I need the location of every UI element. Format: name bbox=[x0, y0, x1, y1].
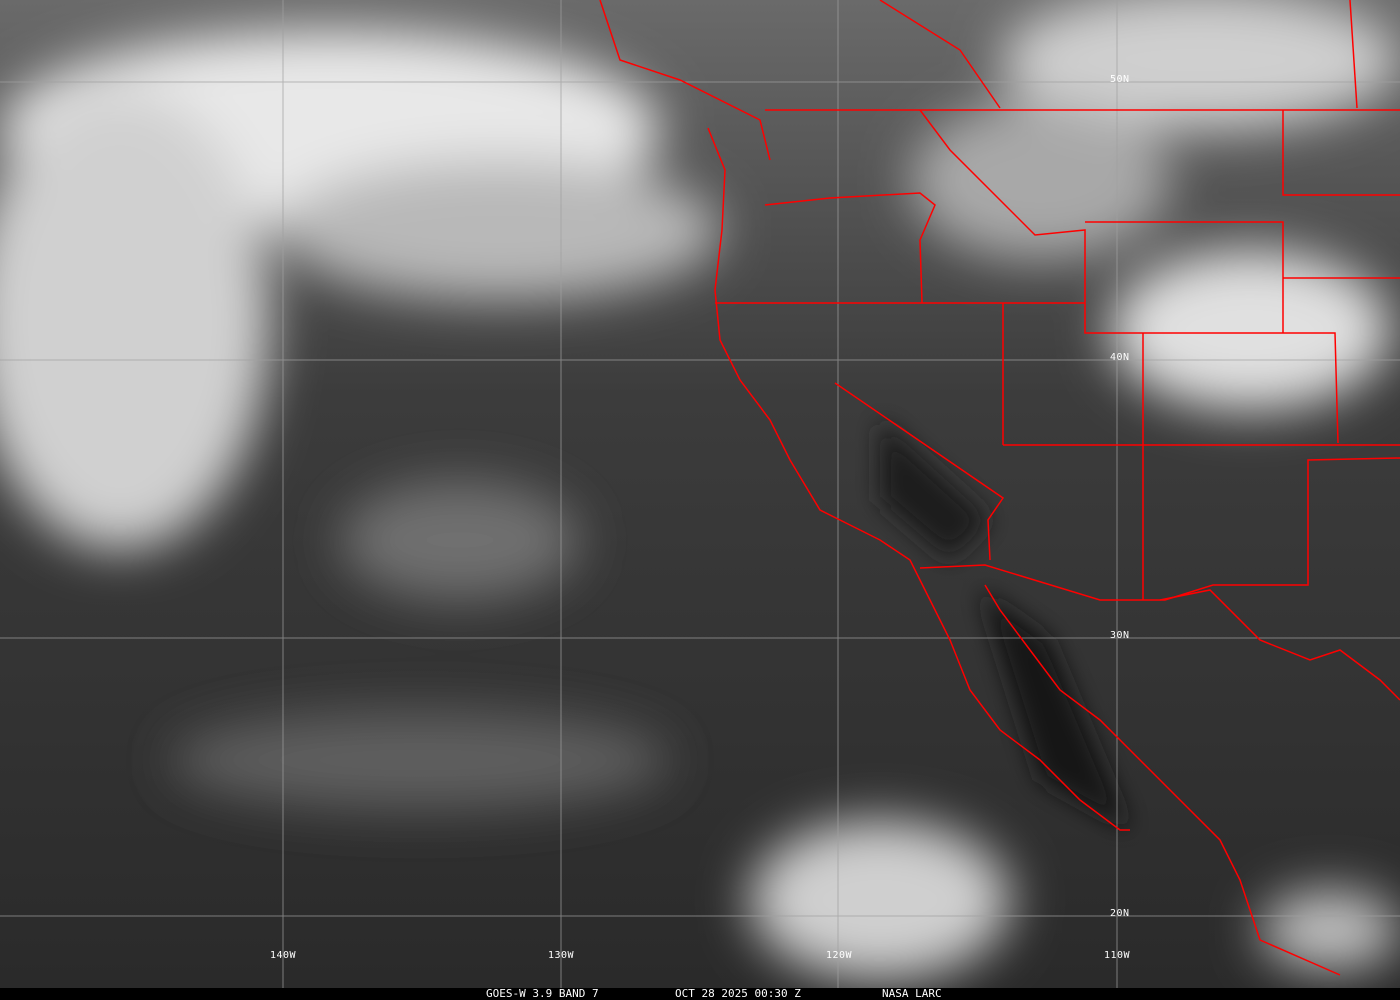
ca-nv-border bbox=[834, 382, 1005, 561]
mt-border bbox=[1282, 110, 1400, 196]
datetime-label: OCT 28 2025 00:30 Z bbox=[675, 987, 801, 1000]
canada-east bbox=[1349, 0, 1358, 109]
baja-east-coast bbox=[984, 584, 1341, 976]
mexico-coast bbox=[1159, 589, 1400, 701]
lon-label-120w: 120W bbox=[826, 950, 853, 961]
lon-label-110w: 110W bbox=[1104, 950, 1131, 961]
lat-label-20n: 20N bbox=[1110, 908, 1130, 919]
id-border bbox=[919, 109, 1339, 444]
satellite-band-label: GOES-W 3.9 BAND 7 bbox=[486, 987, 599, 1000]
source-label: NASA LARC bbox=[882, 987, 942, 1000]
dark-land bbox=[880, 420, 1130, 830]
ca-border-north bbox=[879, 0, 1001, 109]
lat-label-50n: 50N bbox=[1110, 74, 1130, 85]
lat-label-30n: 30N bbox=[1110, 630, 1130, 641]
us-mex-border bbox=[919, 457, 1400, 601]
lon-label-140w: 140W bbox=[270, 950, 297, 961]
west-coast-line bbox=[707, 127, 1130, 831]
lon-label-130w: 130W bbox=[548, 950, 575, 961]
political-borders bbox=[599, 0, 1400, 976]
lat-label-40n: 40N bbox=[1110, 352, 1130, 363]
bc-coast bbox=[599, 0, 771, 161]
wy-border bbox=[1085, 221, 1284, 333]
caption-bar: GOES-W 3.9 BAND 7 OCT 28 2025 00:30 Z NA… bbox=[0, 988, 1400, 1000]
wa-or-border bbox=[764, 192, 936, 304]
